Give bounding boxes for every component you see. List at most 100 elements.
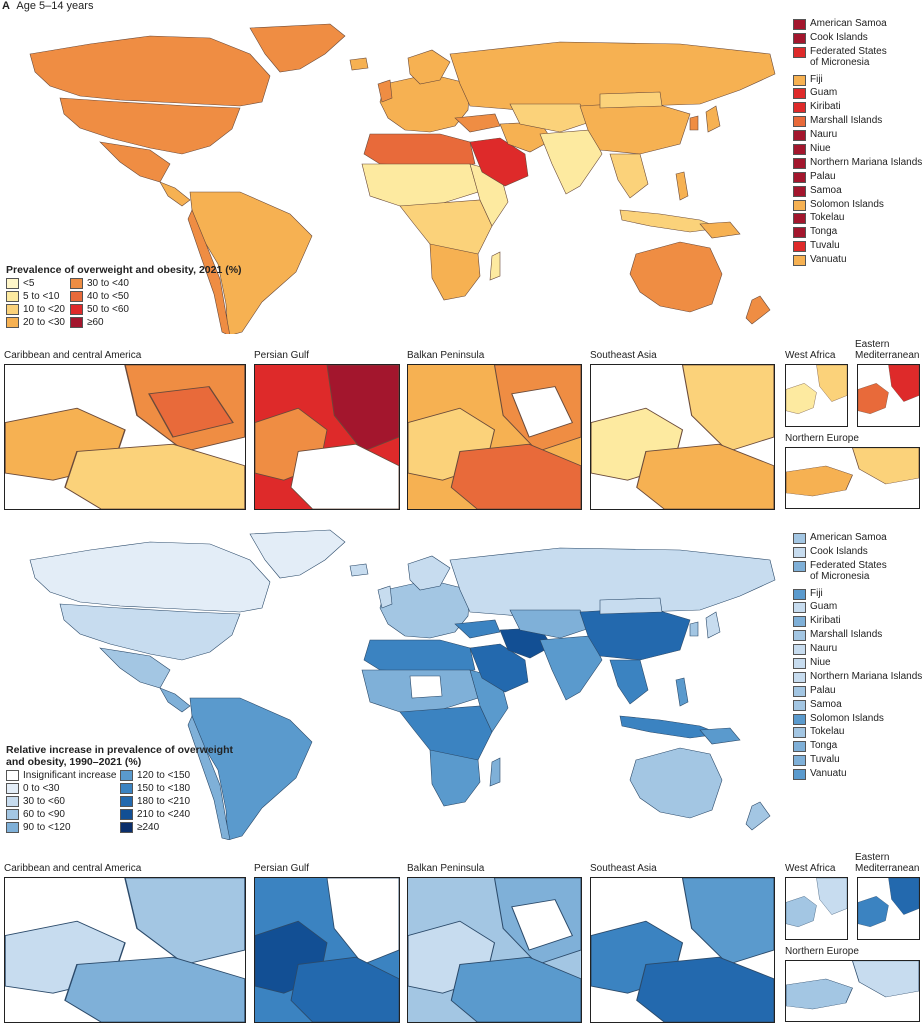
island-list-relative-increase: American Samoa Cook Islands Federated Stat… xyxy=(793,532,922,782)
inset-title: Caribbean and central America xyxy=(4,863,141,874)
region-canada xyxy=(29,35,271,107)
world-map-prevalence xyxy=(29,23,776,334)
island-swatch xyxy=(793,602,806,614)
legend-label: 60 to <90 xyxy=(23,809,65,820)
inset-title: Northern Europe xyxy=(785,946,859,957)
island-name: American Samoa xyxy=(810,18,887,29)
inset-title-line: Eastern xyxy=(855,852,890,863)
inset-title: Caribbean and central America xyxy=(4,350,141,361)
legend-label: 0 to <30 xyxy=(23,783,60,794)
island-swatch xyxy=(793,144,806,156)
island-row: American Samoa xyxy=(793,18,922,32)
inset-svg xyxy=(255,365,399,509)
region-mongolia xyxy=(599,597,663,615)
island-swatch xyxy=(793,32,806,44)
legend-label: 180 to <210 xyxy=(137,796,191,807)
island-row: Federated States of Micronesia xyxy=(793,560,922,588)
island-name: Nauru xyxy=(810,129,837,140)
region-arabian-peninsula xyxy=(469,643,529,693)
inset-map xyxy=(407,877,582,1023)
island-swatch xyxy=(793,157,806,169)
region-sahel-blank xyxy=(409,675,443,699)
legend-label: 90 to <120 xyxy=(23,822,71,833)
island-name: Cook Islands xyxy=(810,546,868,557)
island-name: Solomon Islands xyxy=(810,199,884,210)
island-swatch xyxy=(793,116,806,128)
inset-svg xyxy=(591,365,774,509)
inset-region xyxy=(326,365,399,452)
region-canada xyxy=(29,541,271,613)
island-swatch xyxy=(793,74,806,86)
inset-title-line: West Africa xyxy=(785,350,836,361)
island-row: Guam xyxy=(793,87,922,101)
region-australia xyxy=(629,241,723,313)
inset-svg xyxy=(786,878,847,939)
legend-item: Insignificant increase xyxy=(6,770,116,781)
inset-map xyxy=(254,877,400,1023)
inset-region xyxy=(816,365,847,402)
region-uk xyxy=(377,79,393,103)
island-row: Niue xyxy=(793,143,922,157)
island-swatch xyxy=(793,255,806,267)
inset-svg xyxy=(786,365,847,426)
inset-region xyxy=(326,878,399,965)
panel-subtitle: Age 5–14 years xyxy=(16,0,94,12)
island-row: Fiji xyxy=(793,588,922,602)
island-swatch xyxy=(793,241,806,253)
legend-swatch xyxy=(6,822,19,833)
island-swatch xyxy=(793,713,806,725)
legend-item: 120 to <150 xyxy=(120,770,200,781)
inset-title: Balkan Peninsula xyxy=(407,350,484,361)
legend-item: 30 to <40 xyxy=(70,278,140,289)
inset-map xyxy=(857,364,920,427)
inset-title: Eastern Mediterranean xyxy=(855,339,919,361)
island-row: Nauru xyxy=(793,129,922,143)
island-name-line: Tuvalu xyxy=(810,240,840,252)
island-row: Kiribati xyxy=(793,615,922,629)
legend-label: 5 to <10 xyxy=(23,291,60,302)
island-name-line: Tonga xyxy=(810,740,838,752)
island-name: Marshall Islands xyxy=(810,629,882,640)
legend-item: 60 to <90 xyxy=(6,809,114,820)
island-swatch xyxy=(793,46,806,58)
inset-map xyxy=(857,877,920,940)
legend-item: 30 to <60 xyxy=(6,796,114,807)
inset-region xyxy=(858,383,889,414)
island-name: Samoa xyxy=(810,699,842,710)
island-row: Fiji xyxy=(793,74,922,88)
island-row: Tuvalu xyxy=(793,240,922,254)
legend-title-line2: and obesity, 1990–2021 (%) xyxy=(6,756,142,768)
island-name: Tuvalu xyxy=(810,754,840,765)
island-name: Tokelau xyxy=(810,212,844,223)
legend-item: 5 to <10 xyxy=(6,291,64,302)
region-scandinavia xyxy=(407,49,451,85)
inset-title: Southeast Asia xyxy=(590,350,657,361)
region-russia xyxy=(449,41,776,111)
legend-swatch xyxy=(70,291,83,302)
island-name: Tonga xyxy=(810,226,837,237)
island-name-line: Northern Mariana Islands xyxy=(810,670,922,682)
island-swatch xyxy=(793,699,806,711)
island-list-prevalence: American Samoa Cook Islands Federated Stat… xyxy=(793,18,922,268)
island-name-line: of Micronesia xyxy=(810,56,870,68)
island-name-line: Northern Mariana Islands xyxy=(810,156,922,168)
island-swatch xyxy=(793,727,806,739)
island-swatch xyxy=(793,658,806,670)
island-row: Solomon Islands xyxy=(793,199,922,213)
island-name-line: Cook Islands xyxy=(810,545,868,557)
legend-swatch xyxy=(6,317,19,328)
legend-item: 10 to <20 xyxy=(6,304,65,315)
legend-swatch xyxy=(6,278,19,289)
legend-swatch xyxy=(6,809,19,820)
inset-title: Persian Gulf xyxy=(254,350,309,361)
region-central-america xyxy=(159,687,191,713)
inset-svg xyxy=(408,878,581,1022)
region-india xyxy=(539,129,603,195)
inset-region xyxy=(64,443,245,509)
island-name: Kiribati xyxy=(810,101,841,112)
island-name: Vanuatu xyxy=(810,254,847,265)
island-swatch xyxy=(793,588,806,600)
island-name-line: Tuvalu xyxy=(810,754,840,766)
region-usa xyxy=(59,603,241,661)
island-name-line: Vanuatu xyxy=(810,254,847,266)
